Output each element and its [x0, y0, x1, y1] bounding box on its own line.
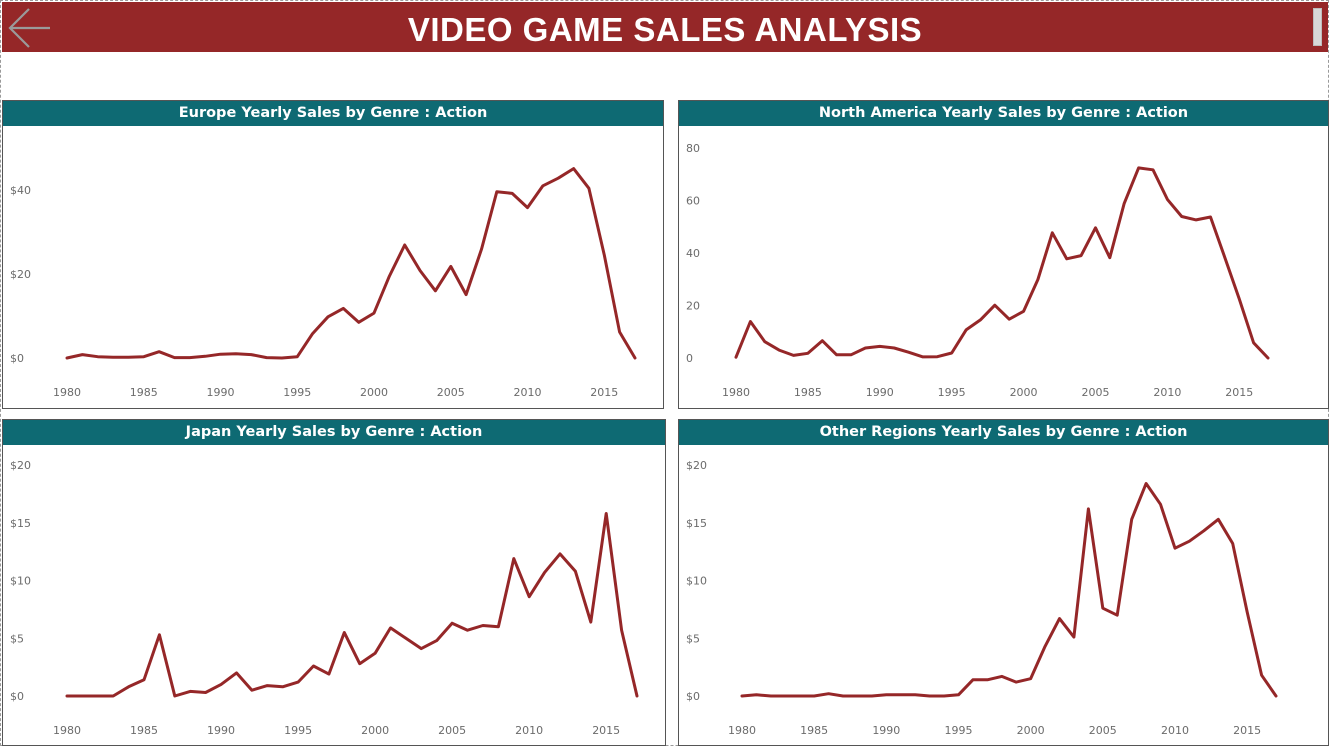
y-tick-label: $15 [686, 517, 707, 530]
other-regions-chart-title: Other Regions Yearly Sales by Genre : Ac… [679, 420, 1328, 445]
y-tick-label: $0 [686, 690, 700, 703]
back-button[interactable] [6, 6, 52, 50]
x-tick-label: 2015 [590, 386, 618, 399]
x-tick-label: 2015 [1225, 386, 1253, 399]
sales-line-series[interactable] [65, 512, 639, 698]
x-tick-label: 1990 [872, 724, 900, 737]
y-tick-label: 40 [686, 247, 700, 260]
x-tick-label: 2015 [592, 724, 620, 737]
other-regions-line-chart: $0 $5 $10 $15 $20 1980 1985 1990 1995 2000 2005 201… [686, 459, 1278, 737]
japan-chart-panel: Japan Yearly Sales by Genre : Action $0 $… [2, 419, 666, 746]
europe-chart-title: Europe Yearly Sales by Genre : Action [3, 101, 663, 126]
y-tick-label: $20 [10, 268, 31, 281]
y-tick-label: $0 [10, 690, 24, 703]
y-tick-label: 20 [686, 300, 700, 313]
north-america-line-chart: 0 20 40 60 80 1980 1985 1990 1995 2000 2005 2010 201… [686, 142, 1270, 399]
y-tick-label: $20 [686, 459, 707, 472]
scroll-handle[interactable] [1313, 8, 1322, 46]
x-tick-label: 2005 [437, 386, 465, 399]
y-tick-label: $40 [10, 184, 31, 197]
y-tick-label: $10 [686, 575, 707, 588]
x-tick-label: 2010 [515, 724, 543, 737]
x-tick-label: 1990 [866, 386, 894, 399]
europe-line-chart: $0 $20 $40 1980 1985 1990 1995 2000 2005 2010 2015 [10, 167, 637, 399]
x-tick-label: 1985 [130, 386, 158, 399]
x-tick-label: 1980 [53, 724, 81, 737]
x-tick-label: 2005 [1089, 724, 1117, 737]
sales-line-series[interactable] [734, 166, 1270, 360]
y-tick-label: $0 [10, 352, 24, 365]
x-tick-label: 2000 [1010, 386, 1038, 399]
x-tick-label: 1985 [794, 386, 822, 399]
x-tick-label: 2015 [1233, 724, 1261, 737]
x-tick-label: 2000 [1017, 724, 1045, 737]
x-tick-label: 2010 [514, 386, 542, 399]
x-tick-label: 1980 [728, 724, 756, 737]
y-tick-label: 60 [686, 195, 700, 208]
x-tick-label: 2000 [361, 724, 389, 737]
y-tick-label: 0 [686, 352, 693, 365]
x-tick-label: 2005 [438, 724, 466, 737]
x-tick-label: 1985 [130, 724, 158, 737]
y-tick-label: $10 [10, 575, 31, 588]
japan-line-chart: $0 $5 $10 $15 $20 1980 1985 1990 1995 2000 2005 201… [10, 459, 639, 737]
japan-chart-title: Japan Yearly Sales by Genre : Action [3, 420, 665, 445]
x-tick-label: 1995 [938, 386, 966, 399]
sales-line-series[interactable] [65, 167, 637, 360]
y-tick-label: $5 [10, 632, 24, 645]
back-arrow-icon [8, 8, 50, 48]
x-tick-label: 1980 [53, 386, 81, 399]
x-tick-label: 2010 [1161, 724, 1189, 737]
y-tick-label: $15 [10, 517, 31, 530]
x-tick-label: 1995 [284, 724, 312, 737]
page-title: VIDEO GAME SALES ANALYSIS [407, 11, 923, 48]
y-tick-label: $5 [686, 632, 700, 645]
x-tick-label: 1980 [722, 386, 750, 399]
y-tick-label: $20 [10, 459, 31, 472]
europe-chart-panel: Europe Yearly Sales by Genre : Action $0… [2, 100, 664, 409]
x-tick-label: 1990 [207, 386, 235, 399]
sales-line-series[interactable] [740, 482, 1278, 698]
x-tick-label: 2010 [1153, 386, 1181, 399]
x-tick-label: 2000 [360, 386, 388, 399]
x-tick-label: 1990 [207, 724, 235, 737]
x-tick-label: 1985 [800, 724, 828, 737]
other-regions-chart-panel: Other Regions Yearly Sales by Genre : Ac… [678, 419, 1329, 746]
x-tick-label: 2005 [1081, 386, 1109, 399]
north-america-chart-title: North America Yearly Sales by Genre : Ac… [679, 101, 1328, 126]
x-tick-label: 1995 [944, 724, 972, 737]
north-america-chart-panel: North America Yearly Sales by Genre : Ac… [678, 100, 1329, 409]
x-tick-label: 1995 [283, 386, 311, 399]
title-banner: VIDEO GAME SALES ANALYSIS [2, 2, 1328, 52]
y-tick-label: 80 [686, 142, 700, 155]
